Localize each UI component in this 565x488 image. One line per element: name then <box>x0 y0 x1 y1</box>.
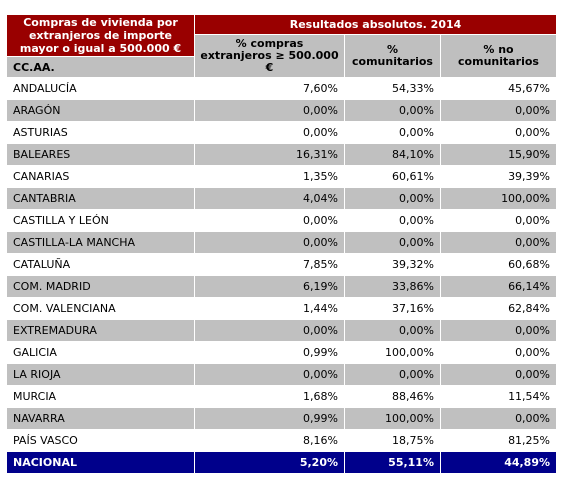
cell-pct-comunitarios: 0,00% <box>344 99 441 122</box>
cell-pct-comunitarios: 0,00% <box>344 187 441 210</box>
table-corner-title: Compras de vivienda por extranjeros de i… <box>6 14 195 57</box>
cell-pct-compras: 0,99% <box>194 407 345 430</box>
cell-pct-no-comunitarios: 45,67% <box>439 77 558 100</box>
region-name: CANARIAS <box>6 165 195 188</box>
cell-pct-compras: 0,00% <box>194 363 345 386</box>
cell-pct-no-comunitarios: 66,14% <box>439 275 558 298</box>
cell-pct-no-comunitarios: 0,00% <box>439 341 558 364</box>
table-row: CASTILLA Y LEÓN 0,00% 0,00% 0,00% <box>6 209 558 232</box>
cell-pct-no-comunitarios: 62,84% <box>439 297 558 320</box>
table-row: LA RIOJA 0,00% 0,00% 0,00% <box>6 363 558 386</box>
region-name: PAÍS VASCO <box>6 429 195 452</box>
cell-pct-no-comunitarios: 0,00% <box>439 319 558 342</box>
cell-pct-compras: 0,00% <box>194 319 345 342</box>
cell-pct-comunitarios: 0,00% <box>344 319 441 342</box>
cell-pct-compras: 7,85% <box>194 253 345 276</box>
cell-pct-compras: 0,00% <box>194 99 345 122</box>
column-header-pct-compras: % compras extranjeros ≥ 500.000 € <box>194 34 345 78</box>
cell-pct-compras: 0,00% <box>194 231 345 254</box>
cell-pct-compras: 0,00% <box>194 121 345 144</box>
table-row: EXTREMADURA 0,00% 0,00% 0,00% <box>6 319 558 342</box>
cell-pct-comunitarios: 84,10% <box>344 143 441 166</box>
region-name: ASTURIAS <box>6 121 195 144</box>
cell-pct-comunitarios: 54,33% <box>344 77 441 100</box>
cell-pct-comunitarios: 18,75% <box>344 429 441 452</box>
cell-pct-no-comunitarios: 0,00% <box>439 99 558 122</box>
cell-pct-comunitarios: 39,32% <box>344 253 441 276</box>
total-row: NACIONAL 5,20% 55,11% 44,89% <box>6 451 558 474</box>
cell-pct-no-comunitarios: 0,00% <box>439 363 558 386</box>
cell-pct-compras: 1,44% <box>194 297 345 320</box>
table-row: ASTURIAS 0,00% 0,00% 0,00% <box>6 121 558 144</box>
cell-pct-compras: 7,60% <box>194 77 345 100</box>
cell-pct-no-comunitarios: 0,00% <box>439 121 558 144</box>
region-name: EXTREMADURA <box>6 319 195 342</box>
cell-pct-no-comunitarios: 39,39% <box>439 165 558 188</box>
cell-pct-no-comunitarios: 15,90% <box>439 143 558 166</box>
region-name: ANDALUCÍA <box>6 77 195 100</box>
cell-pct-comunitarios: 0,00% <box>344 121 441 144</box>
table-row: CANARIAS 1,35% 60,61% 39,39% <box>6 165 558 188</box>
table-row: CASTILLA-LA MANCHA 0,00% 0,00% 0,00% <box>6 231 558 254</box>
region-name: GALICIA <box>6 341 195 364</box>
table-row: COM. VALENCIANA 1,44% 37,16% 62,84% <box>6 297 558 320</box>
region-name: NAVARRA <box>6 407 195 430</box>
region-name: BALEARES <box>6 143 195 166</box>
data-table: Compras de vivienda por extranjeros de i… <box>6 14 558 474</box>
cell-pct-no-comunitarios: 0,00% <box>439 407 558 430</box>
table-row: MURCIA 1,68% 88,46% 11,54% <box>6 385 558 408</box>
table-row: COM. MADRID 6,19% 33,86% 66,14% <box>6 275 558 298</box>
table-row: PAÍS VASCO 8,16% 18,75% 81,25% <box>6 429 558 452</box>
cell-pct-no-comunitarios: 100,00% <box>439 187 558 210</box>
table-row: ANDALUCÍA 7,60% 54,33% 45,67% <box>6 77 558 100</box>
cell-pct-no-comunitarios: 81,25% <box>439 429 558 452</box>
region-name: MURCIA <box>6 385 195 408</box>
table-row: GALICIA 0,99% 100,00% 0,00% <box>6 341 558 364</box>
region-name: CASTILLA-LA MANCHA <box>6 231 195 254</box>
cell-pct-compras: 1,35% <box>194 165 345 188</box>
column-header-pct-no-comunitarios: % no comunitarios <box>439 34 558 78</box>
region-name: CATALUÑA <box>6 253 195 276</box>
cell-pct-comunitarios: 100,00% <box>344 407 441 430</box>
total-pct-comunitarios: 55,11% <box>344 451 441 474</box>
table-group-title: Resultados absolutos. 2014 <box>193 14 558 35</box>
cell-pct-comunitarios: 60,61% <box>344 165 441 188</box>
cell-pct-comunitarios: 0,00% <box>344 209 441 232</box>
total-name: NACIONAL <box>6 451 195 474</box>
total-pct-compras: 5,20% <box>194 451 345 474</box>
cell-pct-compras: 8,16% <box>194 429 345 452</box>
cell-pct-comunitarios: 37,16% <box>344 297 441 320</box>
cell-pct-compras: 4,04% <box>194 187 345 210</box>
cell-pct-no-comunitarios: 0,00% <box>439 209 558 232</box>
cell-pct-comunitarios: 88,46% <box>344 385 441 408</box>
cell-pct-compras: 16,31% <box>194 143 345 166</box>
cell-pct-comunitarios: 0,00% <box>344 231 441 254</box>
total-pct-no-comunitarios: 44,89% <box>439 451 558 474</box>
cell-pct-compras: 0,99% <box>194 341 345 364</box>
table-row: CATALUÑA 7,85% 39,32% 60,68% <box>6 253 558 276</box>
cell-pct-no-comunitarios: 60,68% <box>439 253 558 276</box>
cell-pct-comunitarios: 0,00% <box>344 363 441 386</box>
cell-pct-no-comunitarios: 11,54% <box>439 385 558 408</box>
table-row: ARAGÓN 0,00% 0,00% 0,00% <box>6 99 558 122</box>
table-row: NAVARRA 0,99% 100,00% 0,00% <box>6 407 558 430</box>
table-row: CANTABRIA 4,04% 0,00% 100,00% <box>6 187 558 210</box>
table-body: ANDALUCÍA 7,60% 54,33% 45,67% ARAGÓN 0,00% 0,0… <box>6 77 558 452</box>
column-header-pct-comunitarios: % comunitarios <box>344 34 441 78</box>
cell-pct-compras: 6,19% <box>194 275 345 298</box>
cell-pct-comunitarios: 100,00% <box>344 341 441 364</box>
cell-pct-compras: 0,00% <box>194 209 345 232</box>
row-header-ccaa: CC.AA. <box>6 56 195 78</box>
cell-pct-compras: 1,68% <box>194 385 345 408</box>
region-name: ARAGÓN <box>6 99 195 122</box>
region-name: LA RIOJA <box>6 363 195 386</box>
region-name: CANTABRIA <box>6 187 195 210</box>
table-row: BALEARES 16,31% 84,10% 15,90% <box>6 143 558 166</box>
cell-pct-no-comunitarios: 0,00% <box>439 231 558 254</box>
region-name: COM. MADRID <box>6 275 195 298</box>
region-name: CASTILLA Y LEÓN <box>6 209 195 232</box>
cell-pct-comunitarios: 33,86% <box>344 275 441 298</box>
region-name: COM. VALENCIANA <box>6 297 195 320</box>
